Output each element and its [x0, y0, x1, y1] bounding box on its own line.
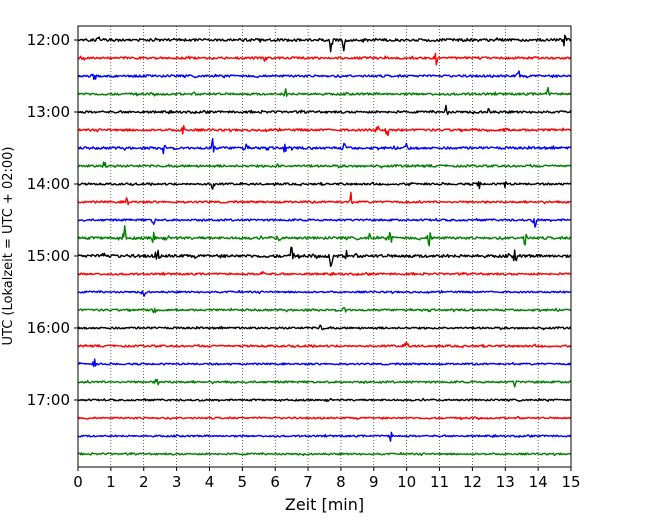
y-tick-label: 14:00	[27, 175, 70, 193]
y-tick-label: 12:00	[27, 31, 70, 49]
x-tick-label: 13	[496, 473, 515, 491]
trace-1530	[77, 289, 572, 297]
trace-1230	[77, 70, 572, 81]
trace-1745	[77, 451, 572, 457]
trace-1430	[77, 217, 572, 228]
trace-1245	[77, 86, 572, 97]
y-tick-label: 16:00	[27, 319, 70, 337]
y-tick-label: 13:00	[27, 103, 70, 121]
x-tick-label: 11	[430, 473, 449, 491]
trace-1515	[77, 270, 572, 277]
x-tick-label: 7	[303, 473, 313, 491]
trace-1500	[77, 246, 572, 268]
trace-1345	[77, 161, 572, 169]
x-axis: 0 1 2 3 4 5 6 7 8 9 10 11 12 13 14 15	[73, 467, 581, 491]
x-tick-label: 2	[139, 473, 149, 491]
trace-1700	[77, 397, 572, 403]
trace-1445	[77, 225, 572, 247]
x-tick-label: 14	[529, 473, 548, 491]
y-axis: 12:00 13:00 14:00 15:00 16:00 17:00	[27, 31, 78, 409]
x-axis-label: Zeit [min]	[285, 495, 364, 514]
trace-1730	[77, 431, 572, 442]
x-tick-label: 8	[336, 473, 346, 491]
x-tick-label: 15	[561, 473, 580, 491]
trace-1330	[77, 137, 572, 155]
trace-1200	[77, 34, 572, 53]
trace-1615	[77, 341, 572, 349]
seismogram-traces	[77, 34, 572, 457]
x-tick-label: 3	[172, 473, 182, 491]
x-tick-label: 5	[238, 473, 248, 491]
trace-1600	[77, 324, 572, 331]
x-tick-label: 1	[106, 473, 116, 491]
y-axis-label: UTC (Lokalzeit = UTC + 02:00)	[1, 147, 16, 346]
y-tick-label: 17:00	[27, 391, 70, 409]
x-tick-label: 12	[463, 473, 482, 491]
trace-1415	[77, 191, 572, 206]
plot-frame	[77, 25, 572, 468]
trace-1545	[77, 306, 572, 314]
trace-1715	[77, 415, 572, 421]
x-tick-label: 9	[369, 473, 379, 491]
trace-1215	[77, 52, 572, 66]
trace-1400	[77, 181, 572, 190]
x-tick-label: 4	[205, 473, 215, 491]
x-tick-label: 0	[73, 473, 83, 491]
trace-1630	[77, 358, 572, 368]
trace-1300	[77, 104, 572, 116]
y-tick-label: 15:00	[27, 247, 70, 265]
trace-1645	[77, 378, 572, 388]
x-tick-label: 6	[270, 473, 280, 491]
x-tick-label: 10	[397, 473, 416, 491]
trace-1315	[77, 125, 572, 137]
